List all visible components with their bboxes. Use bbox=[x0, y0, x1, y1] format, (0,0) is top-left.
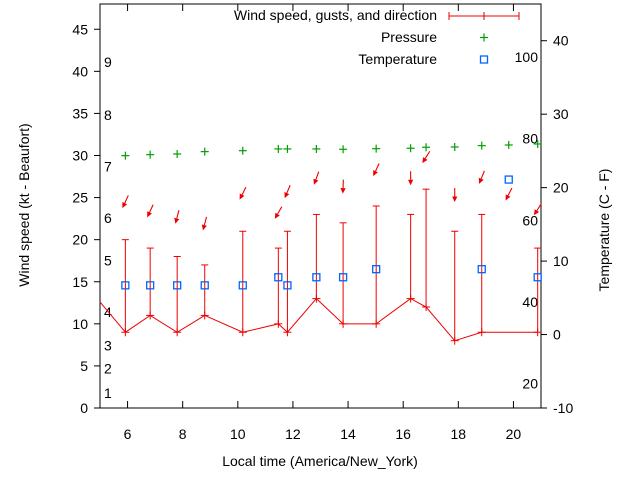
wind-direction-arrow-shaft bbox=[277, 206, 283, 215]
wind-direction-arrow-head bbox=[313, 178, 319, 185]
temperature-point-marker bbox=[238, 281, 247, 290]
y-right-tick-label: 0 bbox=[553, 327, 561, 343]
wind-direction-arrow-head bbox=[533, 209, 540, 216]
temperature-point-marker bbox=[504, 175, 513, 184]
beaufort-inside-label: 3 bbox=[104, 338, 112, 354]
fahrenheit-inside-label: 60 bbox=[522, 212, 538, 228]
x-tick-label: 8 bbox=[179, 426, 187, 442]
fahrenheit-inside-label: 80 bbox=[522, 131, 538, 147]
wind-direction-arrow-head bbox=[274, 212, 280, 219]
wind-direction-arrow-head bbox=[422, 157, 428, 164]
wind-direction-arrow-head bbox=[408, 179, 414, 186]
y-left-tick-label: 40 bbox=[72, 63, 88, 79]
x-tick-label: 14 bbox=[340, 426, 356, 442]
y-right-axis-title: Temperature (C - F) bbox=[596, 169, 612, 292]
temperature-point-marker bbox=[533, 273, 542, 282]
temperature-point-marker bbox=[173, 281, 182, 290]
legend-wind-label: Wind speed, gusts, and direction bbox=[234, 7, 437, 23]
x-tick-label: 10 bbox=[230, 426, 246, 442]
fahrenheit-inside-label: 40 bbox=[522, 294, 538, 310]
wind-direction-arrow-head bbox=[452, 196, 458, 203]
wind-direction-arrow-head bbox=[340, 188, 346, 194]
y-left-tick-label: 5 bbox=[80, 358, 88, 374]
y-left-tick-label: 10 bbox=[72, 316, 88, 332]
wind-direction-arrow-shaft bbox=[241, 186, 247, 195]
y-left-tick-label: 20 bbox=[72, 232, 88, 248]
wind-direction-arrow-shaft bbox=[176, 210, 180, 219]
wind-direction-arrow-head bbox=[147, 211, 152, 218]
wind-direction-arrow-head bbox=[284, 192, 290, 199]
y-left-tick-label: 15 bbox=[72, 274, 88, 290]
x-tick-label: 20 bbox=[506, 426, 522, 442]
y-right-tick-label: -10 bbox=[553, 400, 573, 416]
temperature-point-marker bbox=[200, 281, 209, 290]
wind-direction-arrow-head bbox=[201, 224, 207, 231]
y-right-tick-label: 20 bbox=[553, 180, 569, 196]
legend: Wind speed, gusts, and direction Pressur… bbox=[234, 7, 437, 67]
wind-direction-arrow-head bbox=[122, 202, 128, 209]
legend-temperature-label: Temperature bbox=[358, 51, 437, 67]
wind-direction-arrow-shaft bbox=[507, 187, 513, 196]
wind-direction-arrow-head bbox=[174, 217, 180, 224]
plot-border bbox=[99, 3, 542, 409]
y-left-tick-label: 45 bbox=[72, 21, 88, 37]
wind-speed-line bbox=[99, 297, 538, 342]
wind-direction-arrow-head bbox=[239, 193, 245, 200]
temperature-point-marker bbox=[146, 281, 155, 290]
wind-direction-arrow-head bbox=[478, 177, 484, 184]
wind-direction-arrow-shaft bbox=[375, 163, 380, 172]
fahrenheit-inside-label: 100 bbox=[515, 49, 539, 65]
beaufort-inside-label: 1 bbox=[104, 385, 112, 401]
wind-direction-arrow-shaft bbox=[203, 216, 208, 226]
temperature-point-marker bbox=[283, 281, 292, 290]
y-right-tick-label: 40 bbox=[553, 33, 569, 49]
wind-direction-arrow-shaft bbox=[315, 171, 320, 180]
x-tick-label: 16 bbox=[395, 426, 411, 442]
y-left-tick-label: 25 bbox=[72, 190, 88, 206]
x-tick-label: 18 bbox=[451, 426, 467, 442]
x-tick-label: 6 bbox=[124, 426, 132, 442]
beaufort-inside-label: 9 bbox=[104, 54, 112, 70]
y-right-tick-label: 10 bbox=[553, 253, 569, 269]
wind-direction-arrow-shaft bbox=[286, 185, 291, 194]
legend-pressure-label: Pressure bbox=[381, 29, 437, 45]
x-tick-label: 12 bbox=[285, 426, 301, 442]
beaufort-inside-label: 2 bbox=[104, 360, 112, 376]
wind-direction-arrow-shaft bbox=[424, 150, 431, 159]
temperature-point-marker bbox=[372, 265, 381, 274]
wind-direction-arrow-shaft bbox=[536, 203, 542, 211]
temperature-point-marker bbox=[338, 273, 348, 282]
beaufort-inside-label: 5 bbox=[104, 253, 112, 269]
wind-direction-arrow-shaft bbox=[480, 170, 485, 179]
fahrenheit-inside-label: 20 bbox=[522, 376, 538, 392]
y-left-tick-label: 35 bbox=[72, 105, 88, 121]
y-left-tick-label: 0 bbox=[80, 400, 88, 416]
wind-direction-arrow-head bbox=[505, 194, 511, 201]
beaufort-inside-label: 8 bbox=[104, 107, 112, 123]
y-left-axis-title: Wind speed (kt - Beaufort) bbox=[16, 123, 32, 286]
temperature-point-marker bbox=[121, 281, 130, 290]
beaufort-inside-label: 7 bbox=[104, 158, 112, 174]
legend-temperature-sample-marker bbox=[479, 55, 489, 64]
beaufort-inside-label: 6 bbox=[104, 210, 112, 226]
x-axis-title: Local time (America/New_York) bbox=[222, 453, 418, 469]
wind-direction-arrow-shaft bbox=[149, 204, 154, 213]
temperature-point-marker bbox=[312, 273, 321, 282]
y-left-tick-label: 30 bbox=[72, 148, 88, 164]
y-right-tick-label: 30 bbox=[553, 106, 569, 122]
temperature-point-marker bbox=[477, 265, 486, 274]
wind-direction-arrow-head bbox=[373, 170, 378, 177]
wind-direction-arrow-shaft bbox=[124, 195, 129, 204]
temperature-point-marker bbox=[274, 273, 283, 282]
